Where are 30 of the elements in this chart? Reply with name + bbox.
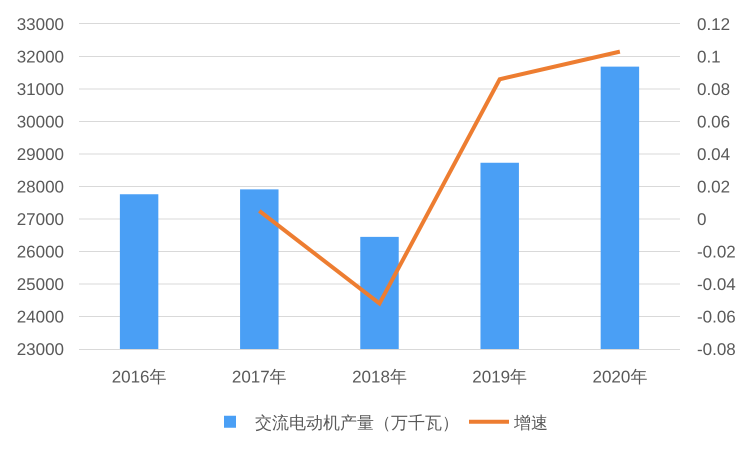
x-tick-label: 2018年 [352,367,407,386]
legend-label: 交流电动机产量（万千瓦） [255,413,459,432]
y-tick-label: 28000 [16,177,64,196]
y2-tick-label: 0.08 [697,80,730,99]
y2-tick-label: 0.04 [697,144,730,164]
x-tick-label: 2019年 [472,367,528,386]
y-tick-label: 23000 [16,340,64,359]
line-series [257,50,622,306]
y2-tick-label: -0.02 [697,242,736,262]
y2-tick-label: -0.04 [697,274,736,294]
y-tick-label: 32000 [16,47,64,66]
x-tick-label: 2017年 [232,367,287,386]
x-tick-label: 2020年 [592,367,648,386]
y2-tick-label: -0.06 [697,307,736,326]
y2-tick-label: 0 [697,210,706,229]
y-tick-label: 26000 [16,242,64,262]
y2-tick-label: 0.02 [697,177,730,196]
y2-tick-label: 0.06 [697,112,730,132]
y-tick-label: 27000 [16,210,64,229]
y-tick-label: 25000 [16,274,64,294]
y2-tick-label: 0.12 [697,14,730,34]
x-tick-label: 2016年 [112,367,167,386]
legend-label: 增速 [513,413,548,432]
y-tick-label: 29000 [16,144,64,164]
y-tick-label: 30000 [16,112,64,132]
y-tick-label: 33000 [16,14,64,34]
y2-tick-label: 0.1 [697,47,721,66]
y-tick-label: 31000 [16,80,64,99]
y2-tick-label: -0.08 [697,340,736,359]
y-tick-label: 24000 [16,307,64,326]
